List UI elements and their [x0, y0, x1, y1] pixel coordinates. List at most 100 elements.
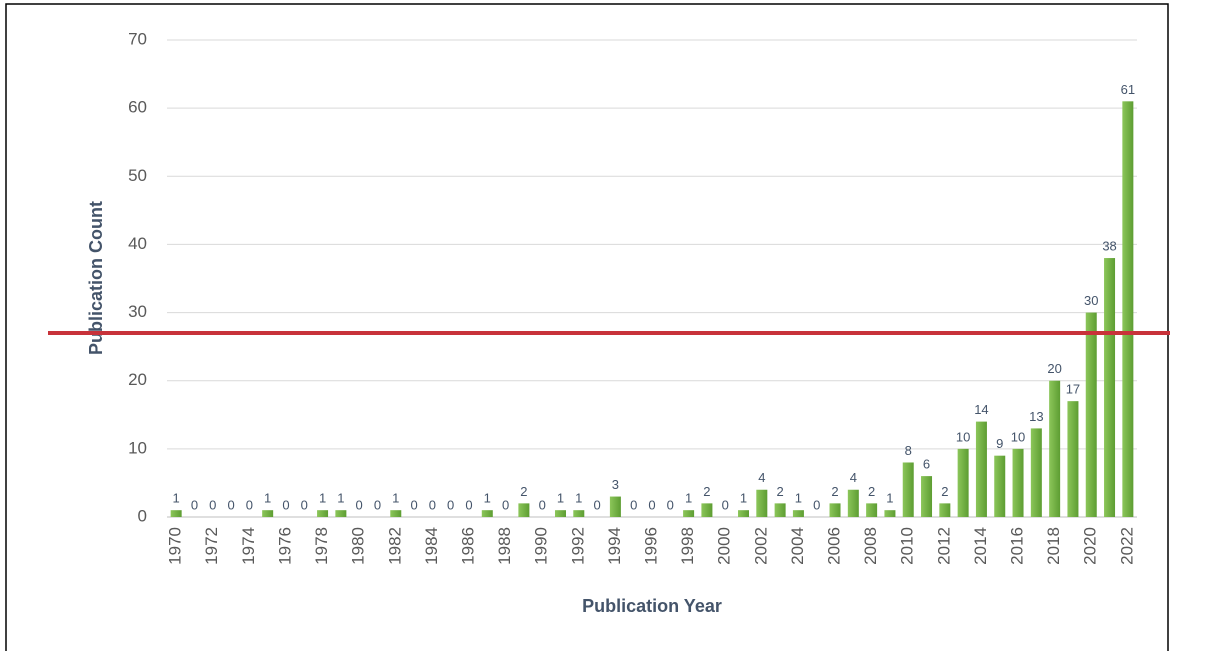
bar	[884, 510, 896, 517]
value-label: 0	[813, 497, 820, 512]
bar	[554, 510, 566, 517]
x-tick-label: 1994	[605, 527, 624, 565]
value-label: 13	[1029, 409, 1043, 424]
value-label: 4	[758, 470, 765, 485]
x-tick-label: 1974	[239, 527, 258, 565]
bar	[262, 510, 274, 517]
bar	[1049, 380, 1061, 517]
value-label: 0	[593, 497, 600, 512]
value-label: 1	[173, 491, 180, 506]
value-label: 8	[905, 443, 912, 458]
value-label: 2	[831, 484, 838, 499]
value-label: 2	[703, 484, 710, 499]
x-tick-label: 1982	[385, 527, 404, 565]
bar	[1085, 312, 1097, 517]
y-tick-label: 40	[128, 234, 147, 253]
bar	[390, 510, 402, 517]
value-label: 6	[923, 457, 930, 472]
value-label: 0	[282, 497, 289, 512]
value-label: 1	[392, 491, 399, 506]
value-label: 17	[1066, 382, 1080, 397]
bar	[994, 455, 1006, 517]
y-tick-label: 60	[128, 98, 147, 117]
value-label: 2	[520, 484, 527, 499]
value-label: 1	[557, 491, 564, 506]
bar	[1104, 258, 1116, 517]
bar	[1122, 101, 1134, 517]
value-label: 10	[1011, 429, 1025, 444]
x-tick-label: 1992	[568, 527, 587, 565]
x-tick-label: 1988	[495, 527, 514, 565]
bar	[756, 489, 768, 517]
y-tick-label: 30	[128, 302, 147, 321]
value-label: 10	[956, 429, 970, 444]
y-tick-label: 50	[128, 166, 147, 185]
value-label: 1	[575, 491, 582, 506]
y-tick-label: 10	[128, 438, 147, 457]
value-label: 4	[850, 470, 857, 485]
bar	[902, 462, 914, 517]
value-label: 14	[974, 402, 988, 417]
x-tick-label: 2004	[788, 527, 807, 565]
x-tick-label: 1978	[312, 527, 331, 565]
bar	[957, 448, 969, 517]
bar	[573, 510, 585, 517]
value-label: 1	[337, 491, 344, 506]
bar	[518, 503, 530, 517]
bar	[170, 510, 182, 517]
y-tick-label: 70	[128, 29, 147, 48]
bar	[847, 489, 859, 517]
x-tick-label: 1970	[166, 527, 185, 565]
bar	[481, 510, 493, 517]
value-label: 1	[264, 491, 271, 506]
value-label: 0	[374, 497, 381, 512]
value-label: 0	[356, 497, 363, 512]
value-label: 30	[1084, 293, 1098, 308]
value-label: 0	[429, 497, 436, 512]
value-label: 0	[209, 497, 216, 512]
value-label: 38	[1102, 238, 1116, 253]
value-label: 1	[886, 491, 893, 506]
bar	[866, 503, 878, 517]
bar	[939, 503, 951, 517]
value-label: 20	[1047, 361, 1061, 376]
x-tick-label: 2012	[934, 527, 953, 565]
value-label: 0	[502, 497, 509, 512]
value-label: 2	[776, 484, 783, 499]
value-label: 0	[667, 497, 674, 512]
bar	[792, 510, 804, 517]
value-label: 0	[539, 497, 546, 512]
x-tick-label: 1996	[641, 527, 660, 565]
x-tick-label: 2002	[751, 527, 770, 565]
x-tick-label: 1998	[678, 527, 697, 565]
x-tick-label: 2022	[1117, 527, 1136, 565]
bar	[921, 476, 933, 517]
x-tick-label: 2014	[971, 527, 990, 565]
x-tick-label: 2000	[715, 527, 734, 565]
bar	[609, 496, 621, 517]
bar	[975, 421, 987, 517]
value-label: 61	[1121, 82, 1135, 97]
bar	[738, 510, 750, 517]
value-label: 0	[410, 497, 417, 512]
x-tick-label: 1984	[422, 527, 441, 565]
x-axis-title: Publication Year	[582, 596, 722, 616]
value-label: 0	[191, 497, 198, 512]
x-tick-label: 2016	[1008, 527, 1027, 565]
value-label: 0	[630, 497, 637, 512]
value-label: 1	[685, 491, 692, 506]
value-label: 0	[465, 497, 472, 512]
x-tick-label: 1990	[532, 527, 551, 565]
x-tick-label: 1986	[458, 527, 477, 565]
value-label: 1	[319, 491, 326, 506]
value-label: 3	[612, 477, 619, 492]
value-label: 0	[227, 497, 234, 512]
value-label: 0	[246, 497, 253, 512]
value-label: 1	[740, 491, 747, 506]
x-tick-label: 2006	[825, 527, 844, 565]
value-label: 0	[447, 497, 454, 512]
x-tick-label: 2008	[861, 527, 880, 565]
bar	[317, 510, 329, 517]
x-tick-label: 2020	[1081, 527, 1100, 565]
